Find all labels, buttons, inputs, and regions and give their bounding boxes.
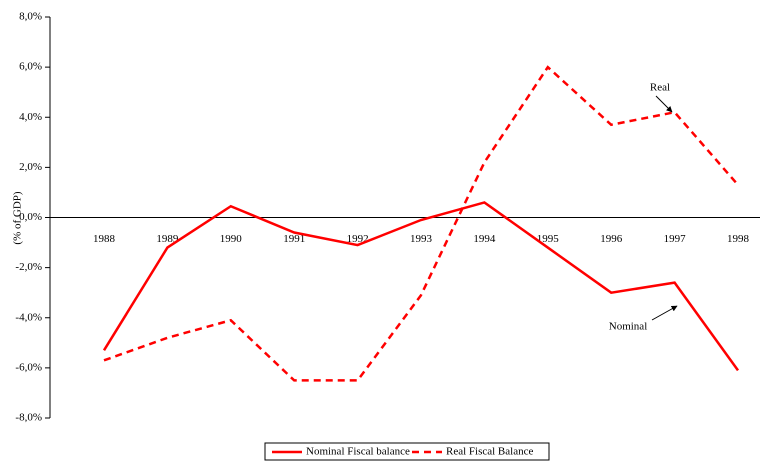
x-tick-label: 1990 xyxy=(220,233,243,245)
y-tick-label: 0,0% xyxy=(19,211,42,223)
x-tick-label: 1998 xyxy=(727,233,750,245)
legend: Nominal Fiscal balance Real Fiscal Balanc… xyxy=(264,442,550,461)
annotation: Real xyxy=(650,82,670,94)
y-tick-label: 4,0% xyxy=(19,111,42,123)
y-axis-label: (% of GDP) xyxy=(12,191,24,244)
y-tick-label: 2,0% xyxy=(19,161,42,173)
series-line xyxy=(103,65,739,382)
y-tick-label: -4,0% xyxy=(15,311,42,323)
annotation-arrow xyxy=(655,95,673,113)
y-tick-label: -6,0% xyxy=(15,361,42,373)
x-tick-label: 1996 xyxy=(600,233,623,245)
annotation: Nominal xyxy=(609,321,648,333)
x-tick-label: 1997 xyxy=(664,233,687,245)
series-line xyxy=(102,201,740,372)
x-tick-label: 1989 xyxy=(156,233,179,245)
annotation-arrow xyxy=(651,305,678,321)
x-tick-label: 1991 xyxy=(283,233,305,245)
x-tick-label: 1994 xyxy=(473,233,496,245)
x-tick-label: 1988 xyxy=(93,233,116,245)
x-tick-label: 1993 xyxy=(410,233,433,245)
y-tick-label: 8,0% xyxy=(19,11,42,23)
y-tick-label: -2,0% xyxy=(15,261,42,273)
legend-label: Nominal Fiscal balance xyxy=(306,446,410,458)
legend-label: Real Fiscal Balance xyxy=(446,446,533,458)
y-tick-label: -8,0% xyxy=(15,412,42,424)
y-tick-label: 6,0% xyxy=(19,61,42,73)
x-tick-label: 1995 xyxy=(537,233,560,245)
legend-box xyxy=(264,442,550,461)
